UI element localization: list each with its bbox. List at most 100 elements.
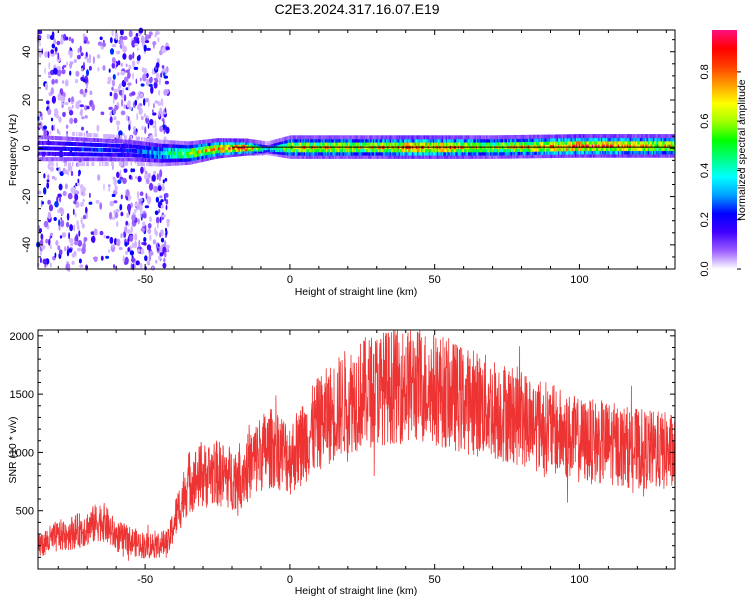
heatmap-cell bbox=[59, 171, 64, 177]
heatmap-cell bbox=[508, 138, 510, 143]
heatmap-cell bbox=[109, 48, 115, 55]
heatmap-cell bbox=[121, 148, 123, 153]
heatmap-cell bbox=[557, 147, 560, 152]
heatmap-cell bbox=[140, 149, 143, 154]
heatmap-cell bbox=[159, 252, 164, 257]
heatmap-cell bbox=[62, 66, 64, 70]
heatmap-cell bbox=[207, 153, 209, 158]
heatmap-cell bbox=[277, 140, 280, 145]
heatmap-cell bbox=[161, 139, 164, 144]
heatmap-cell bbox=[103, 152, 105, 157]
heatmap-cell bbox=[137, 47, 139, 51]
heatmap-cell bbox=[577, 134, 579, 139]
heatmap-cell bbox=[315, 141, 318, 146]
heatmap-cell bbox=[64, 141, 66, 146]
heatmap-cell bbox=[672, 153, 675, 158]
x-tick-label: 0 bbox=[287, 574, 293, 586]
heatmap-cell bbox=[155, 143, 157, 147]
heatmap-cell bbox=[74, 152, 77, 157]
heatmap-cell bbox=[353, 151, 355, 156]
heatmap-cell bbox=[637, 134, 639, 139]
heatmap-cell bbox=[147, 223, 152, 229]
heatmap-cell bbox=[619, 134, 621, 139]
heatmap-cell bbox=[132, 72, 135, 80]
heatmap-cell bbox=[174, 151, 177, 156]
heatmap-cell bbox=[401, 151, 404, 156]
heatmap-cell bbox=[513, 141, 516, 146]
heatmap-cell bbox=[607, 140, 609, 145]
heatmap-cell bbox=[550, 150, 552, 155]
heatmap-cell bbox=[137, 157, 139, 162]
heatmap-cell bbox=[577, 137, 579, 142]
heatmap-cell bbox=[299, 135, 302, 140]
heatmap-cell bbox=[331, 135, 333, 140]
heatmap-cell bbox=[345, 135, 348, 140]
heatmap-cell bbox=[418, 141, 421, 146]
heatmap-cell bbox=[666, 140, 668, 145]
heatmap-cell bbox=[94, 133, 96, 138]
heatmap-cell bbox=[569, 150, 572, 155]
heatmap-cell bbox=[70, 141, 73, 146]
heatmap-cell bbox=[170, 151, 173, 156]
heatmap-cell bbox=[73, 59, 77, 63]
heatmap-cell bbox=[58, 183, 63, 191]
heatmap-cell bbox=[157, 147, 160, 152]
heatmap-cell bbox=[130, 144, 133, 149]
heatmap-cell bbox=[41, 135, 44, 140]
heatmap-cell bbox=[419, 151, 422, 156]
heatmap-cell bbox=[245, 149, 247, 154]
heatmap-cell bbox=[58, 249, 63, 256]
heatmap-cell bbox=[359, 151, 362, 156]
heatmap-cell bbox=[162, 118, 165, 125]
heatmap-cell bbox=[371, 135, 374, 140]
heatmap-cell bbox=[156, 173, 160, 181]
heatmap-cell bbox=[91, 152, 93, 157]
heatmap-cell bbox=[73, 157, 75, 162]
heatmap-cell bbox=[105, 162, 108, 166]
heatmap-cell bbox=[176, 154, 178, 159]
heatmap-cell bbox=[140, 35, 145, 44]
heatmap-cell bbox=[393, 154, 396, 159]
heatmap-cell bbox=[530, 134, 533, 139]
heatmap-cell bbox=[322, 148, 324, 153]
heatmap-cell bbox=[290, 141, 293, 146]
heatmap-cell bbox=[134, 175, 138, 180]
heatmap-cell bbox=[464, 135, 466, 140]
heatmap-cell bbox=[144, 154, 147, 158]
heatmap-cell bbox=[357, 148, 359, 153]
heatmap-cell bbox=[475, 151, 478, 156]
heatmap-cell bbox=[610, 140, 612, 145]
heatmap-cell bbox=[564, 153, 566, 158]
heatmap-cell bbox=[95, 199, 100, 204]
heatmap-cell bbox=[146, 244, 152, 251]
heatmap-cell bbox=[68, 152, 70, 157]
heatmap-cell bbox=[591, 134, 594, 139]
heatmap-cell bbox=[355, 141, 358, 146]
heatmap-cell bbox=[668, 147, 671, 152]
heatmap-cell bbox=[246, 140, 249, 145]
heatmap-cell bbox=[298, 141, 301, 146]
heatmap-cell bbox=[107, 138, 109, 143]
heatmap-cell bbox=[458, 138, 461, 143]
heatmap-cell bbox=[86, 157, 88, 162]
heatmap-cell bbox=[511, 141, 513, 146]
heatmap-cell bbox=[134, 140, 136, 145]
heatmap-cell bbox=[422, 141, 424, 146]
heatmap-cell bbox=[247, 147, 250, 152]
heatmap-cell bbox=[310, 151, 312, 156]
heatmap-cell bbox=[544, 137, 547, 142]
heatmap-cell bbox=[633, 137, 636, 142]
heatmap-cell bbox=[250, 141, 252, 146]
heatmap-cell bbox=[507, 151, 509, 156]
heatmap-cell bbox=[133, 140, 135, 145]
heatmap-cell bbox=[279, 138, 281, 143]
heatmap-cell bbox=[573, 137, 576, 142]
heatmap-cell bbox=[135, 260, 140, 266]
heatmap-cell bbox=[204, 151, 207, 156]
heatmap-cell bbox=[140, 137, 143, 142]
heatmap-cell bbox=[136, 96, 139, 101]
heatmap-cell bbox=[572, 147, 574, 152]
heatmap-cell bbox=[232, 143, 234, 148]
heatmap-cell bbox=[225, 146, 228, 150]
